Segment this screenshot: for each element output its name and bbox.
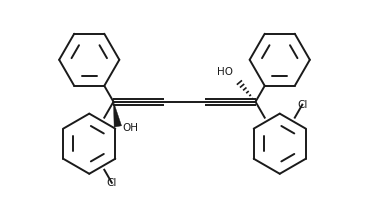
Text: HO: HO: [217, 67, 233, 77]
Text: Cl: Cl: [107, 178, 117, 188]
Text: Cl: Cl: [297, 100, 307, 110]
Text: OH: OH: [123, 123, 139, 133]
Polygon shape: [114, 102, 121, 127]
